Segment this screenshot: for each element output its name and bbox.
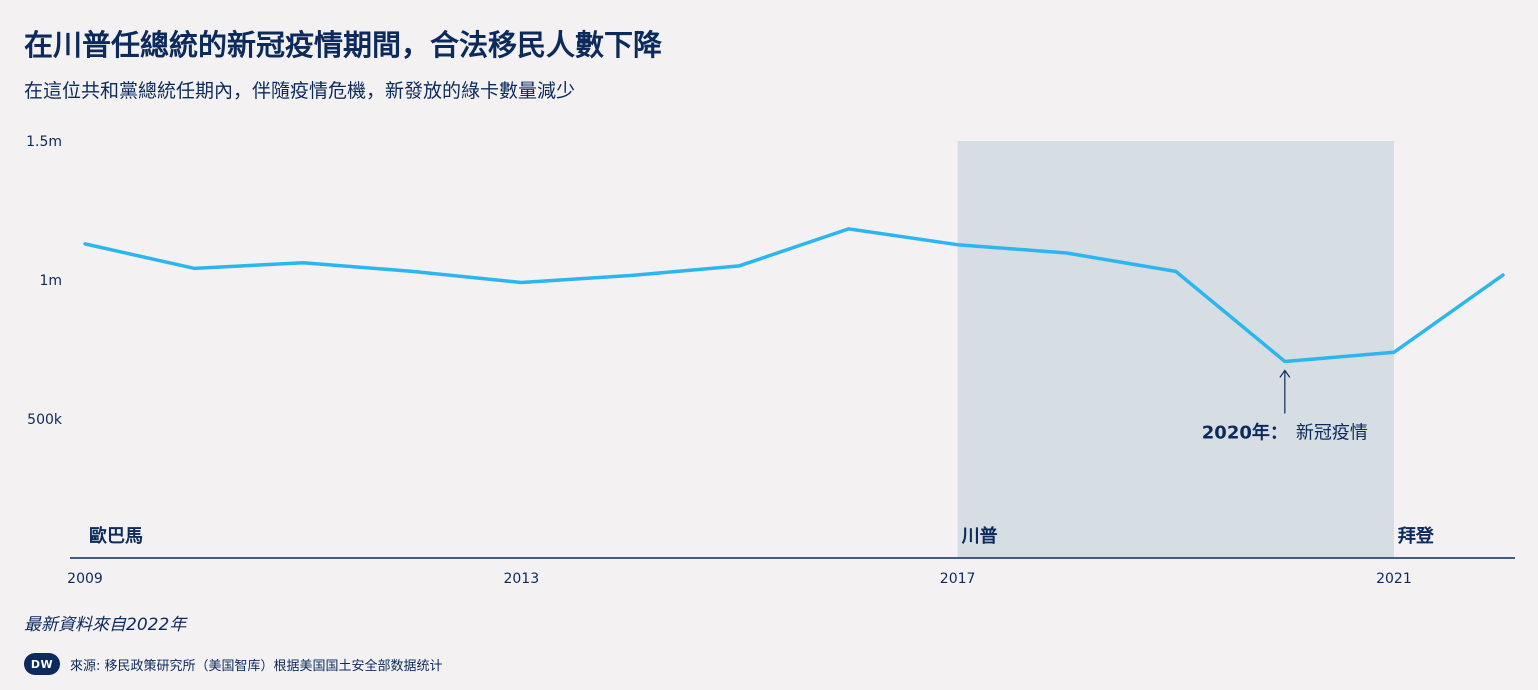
annotation-year: 2020年： (1202, 421, 1288, 443)
y-tick-label: 1m (39, 273, 62, 289)
source-row: DW 來源: 移民政策研究所（美国智库）根据美国国土安全部数据统计 (24, 652, 443, 676)
annotation-text: 新冠疫情 (1296, 422, 1368, 443)
dw-logo: DW (24, 653, 60, 675)
x-tick-label: 2021 (1376, 571, 1412, 587)
annotation-label: 2020年： 新冠疫情 (1202, 421, 1368, 443)
series-line (83, 227, 1505, 364)
chart-subtitle: 在這位共和黨總統任期內，伴隨疫情危機，新發放的綠卡數量減少 (24, 80, 576, 102)
president-label: 川普 (961, 525, 998, 547)
x-tick-label: 2013 (503, 571, 539, 587)
source-text: 來源: 移民政策研究所（美国智库）根据美国国土安全部数据统计 (70, 658, 443, 674)
x-tick-label: 2017 (940, 571, 976, 587)
x-tick-label: 2009 (67, 571, 103, 587)
president-label: 歐巴馬 (89, 525, 143, 547)
line-chart: 1.5m 1m 500k 2009 2013 2017 2021 歐巴馬 川普 拜登 2020年： 新… (26, 134, 1515, 587)
data-note: 最新資料來自2022年 (24, 615, 187, 635)
chart-title: 在川普任總統的新冠疫情期間，合法移民人數下降 (24, 28, 663, 62)
y-tick-label: 1.5m (26, 134, 62, 150)
president-label: 拜登 (1398, 525, 1435, 547)
trump-term-shade (957, 141, 1394, 558)
annotation-arrow-head (1279, 369, 1291, 378)
y-tick-label: 500k (27, 412, 63, 428)
